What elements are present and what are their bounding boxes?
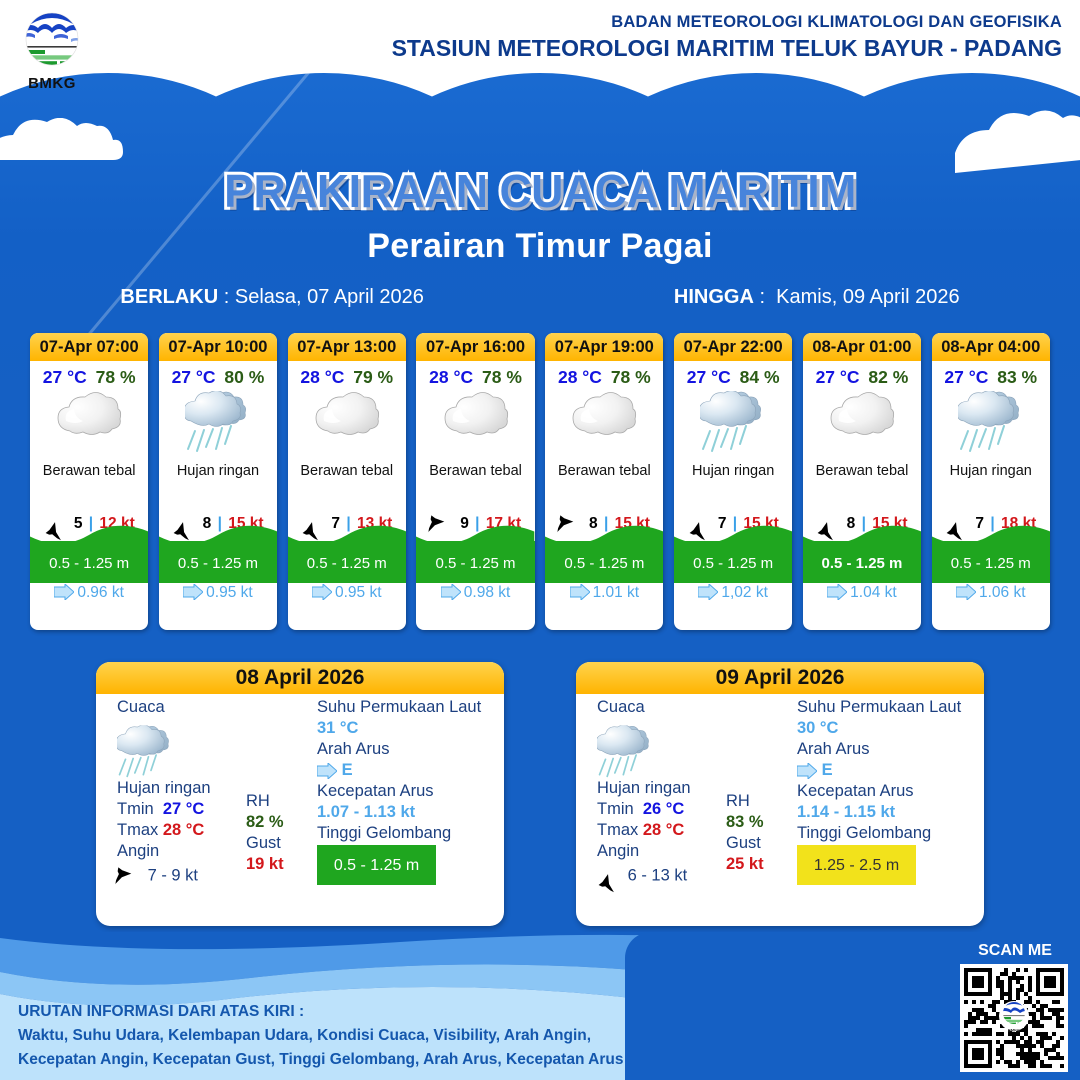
svg-text:BMKG: BMKG [1008, 1028, 1020, 1033]
